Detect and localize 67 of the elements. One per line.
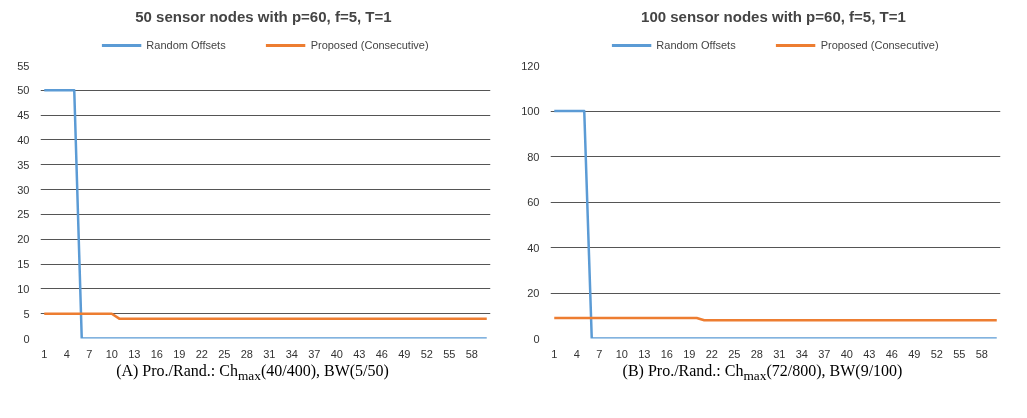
x-tick-label: 43 [353,347,366,360]
x-tick-label: 43 [863,347,876,360]
x-tick-label: 34 [285,347,298,360]
x-tick-label: 1 [41,347,48,360]
x-tick-label: 40 [330,347,343,360]
x-tick-label: 10 [105,347,118,360]
y-tick-label: 50 [17,84,30,97]
x-tick-label: 25 [728,347,741,360]
x-tick-label: 13 [128,347,141,360]
y-tick-label: 40 [527,241,540,254]
x-tick-label: 40 [840,347,853,360]
x-tick-label: 28 [240,347,253,360]
text: (A) Pro./Rand.: Ch$_{max}$(40/400), BW(5/50) [116,361,389,386]
x-tick-label: 55 [953,347,966,360]
y-tick-label: 30 [17,183,30,196]
y-tick-label: 5 [23,307,30,320]
y-tick-label: 10 [17,282,30,295]
x-tick-label: 58 [465,347,478,360]
y-tick-label: 60 [527,196,540,208]
y-tick-label: 25 [17,208,30,221]
x-tick-label: 16 [150,347,163,360]
x-tick-label: 7 [596,347,603,360]
x-tick-label: 10 [615,347,628,360]
x-tick-label: 46 [375,347,388,360]
y-tick-label: 15 [17,258,30,271]
y-tick-label: 35 [17,158,30,171]
x-tick-label: 31 [263,347,276,360]
legend-label: Proposed (Consecutive) [820,38,939,51]
x-tick-label: 1 [551,347,558,360]
y-tick-label: 20 [17,233,30,246]
y-tick-label: 55 [17,59,30,72]
legend-label: Proposed (Consecutive) [310,38,429,51]
x-tick-label: 28 [750,347,763,360]
x-tick-label: 46 [885,347,898,360]
x-tick-label: 52 [930,347,943,360]
x-tick-label: 31 [773,347,786,360]
chart-title: 100 sensor nodes with p=60, f=5, T=1 [641,7,906,25]
x-tick-label: 4 [573,347,580,360]
x-tick-label: 49 [908,347,921,360]
x-tick-label: 22 [705,347,718,360]
x-tick-label: 4 [63,347,70,360]
x-tick-label: 55 [443,347,456,360]
x-tick-label: 13 [638,347,651,360]
y-tick-label: 45 [17,109,30,122]
y-tick-label: 120 [521,59,540,72]
x-tick-label: 16 [660,347,673,360]
x-tick-label: 25 [218,347,231,360]
text: (B) Pro./Rand.: Ch$_{max}$(72/800), BW(9/100) [622,361,903,386]
x-tick-label: 19 [683,347,696,360]
y-tick-label: 0 [23,332,30,345]
x-tick-label: 34 [795,347,808,360]
legend-label: Random Offsets [146,38,226,51]
x-tick-label: 37 [818,347,831,360]
y-tick-label: 80 [527,150,540,163]
x-tick-label: 22 [195,347,208,360]
x-tick-label: 7 [86,347,93,360]
y-tick-label: 100 [521,105,540,117]
x-tick-label: 52 [420,347,433,360]
x-tick-label: 49 [398,347,411,360]
y-tick-label: 40 [17,133,30,146]
chart-title: 50 sensor nodes with p=60, f=5, T=1 [135,7,392,25]
x-tick-label: 37 [308,347,321,360]
legend-label: Random Offsets [656,38,736,51]
y-tick-label: 0 [533,332,540,345]
y-tick-label: 20 [527,287,540,299]
x-tick-label: 58 [975,347,988,360]
x-tick-label: 19 [173,347,186,360]
